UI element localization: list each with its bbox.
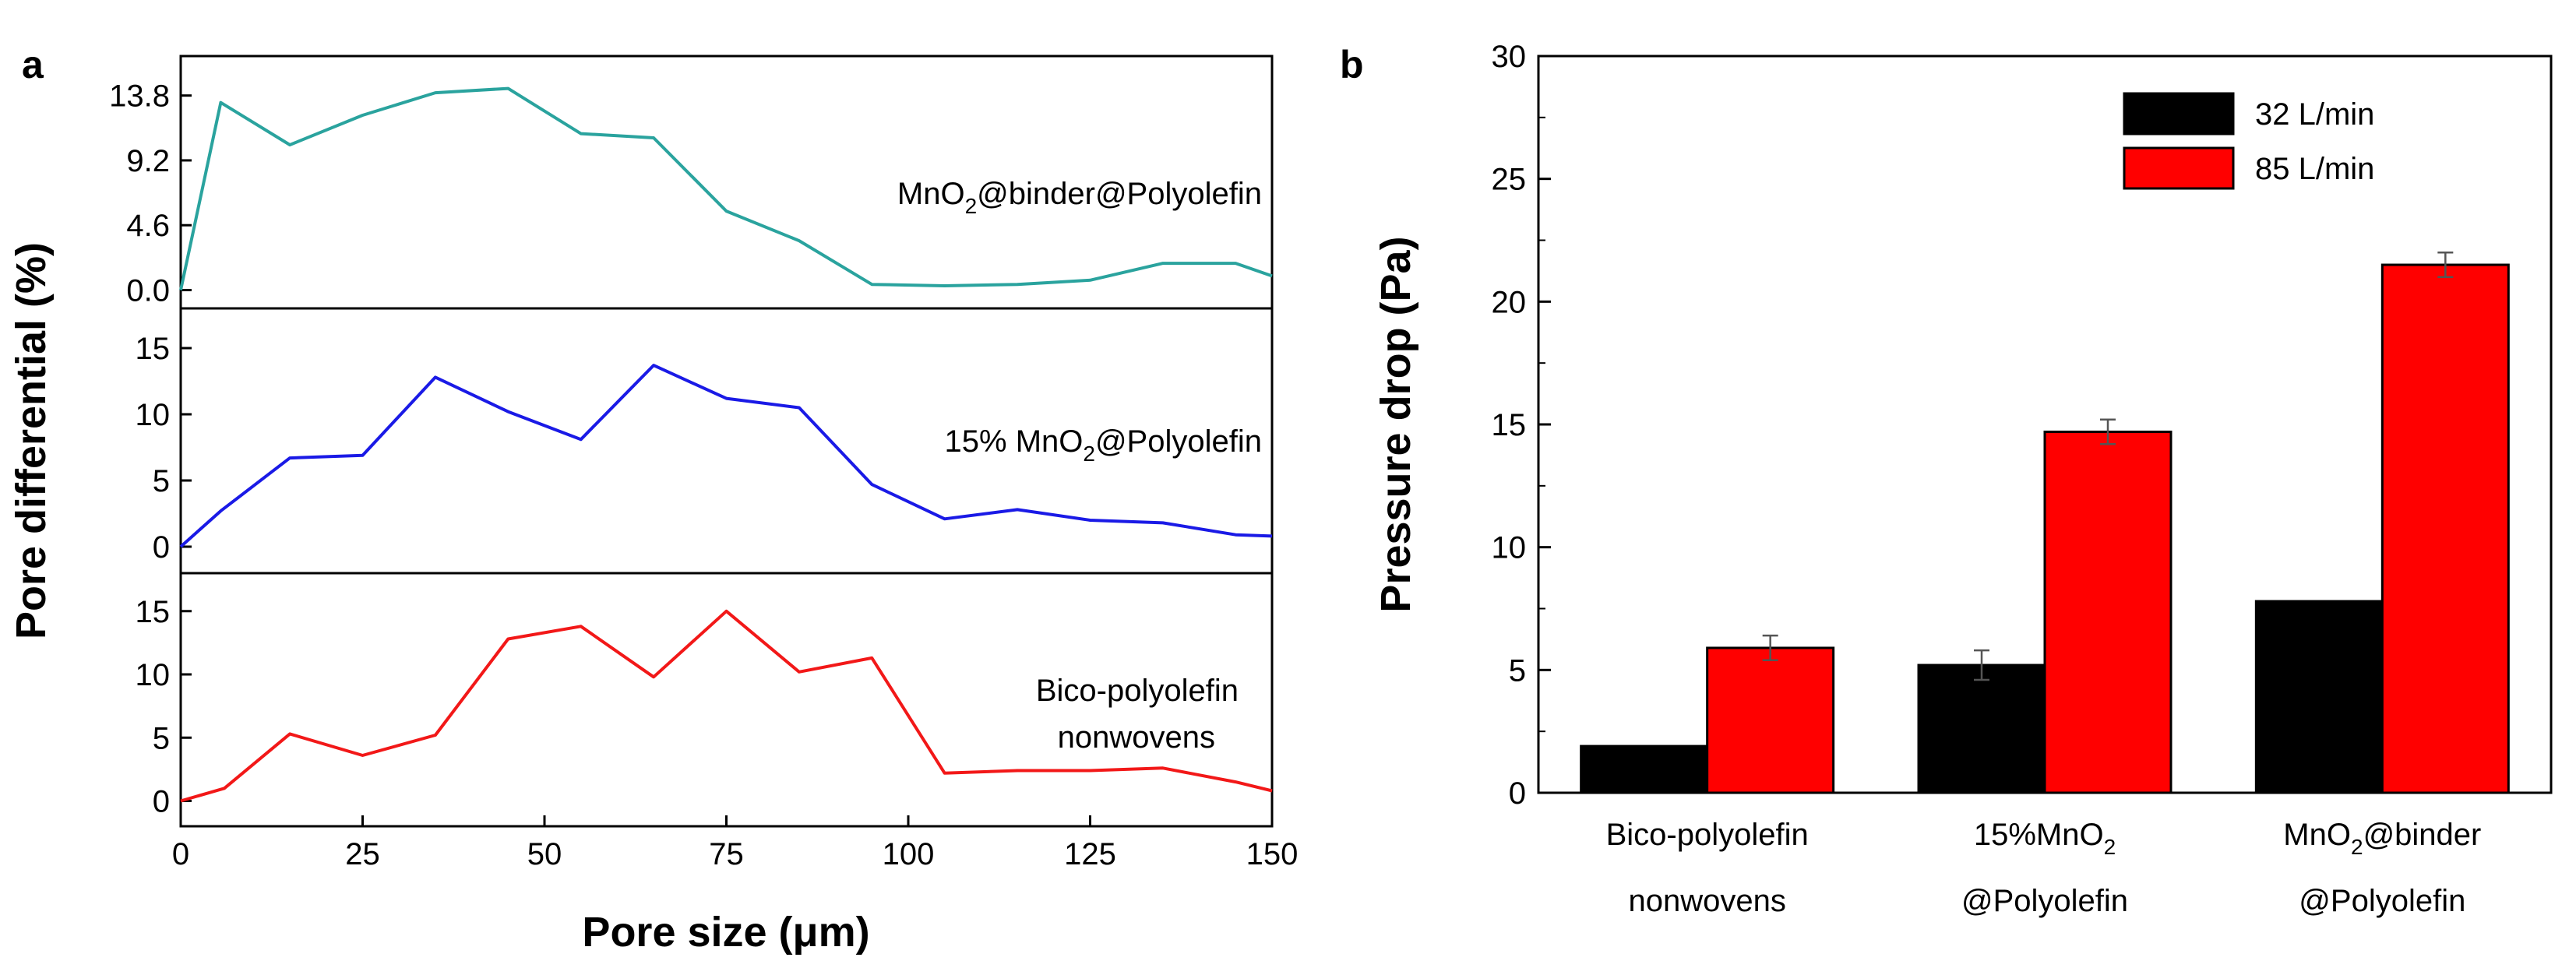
y-tick-label: 0 [153,530,170,565]
y-tick-label: 4.6 [126,209,170,243]
y-tick-label: 0 [153,785,170,819]
bar [2043,430,2173,794]
series-line [179,364,1273,548]
y-tick-label: 5 [153,464,170,498]
bar [2380,263,2510,794]
series-line [180,609,1273,803]
x-tick-label: 25 [345,837,380,871]
legend-swatch [2123,92,2235,136]
y-tick-label: 9.2 [126,144,170,178]
category-label: Bico-polyolefin [1606,818,1809,852]
y-tick-label: 25 [1492,163,1527,197]
panel-a-line-charts: 0.0 4.6 9.2 13.8 MnO2@binder@Polyolefin 0 5 10 1… [8,55,1299,956]
category-label-line2: @Polyolefin [1961,884,2128,918]
x-tick-label: 0 [172,837,189,871]
panel-a-x-axis-title: Pore size (μm) [582,909,869,956]
x-tick-label: 75 [709,837,744,871]
panel-letter-a: a [22,43,44,86]
series-label: MnO2@binder@Polyolefin [897,177,1262,218]
bar [1917,663,2046,794]
series-label: Bico-polyolefin [1036,674,1239,708]
panel-b-y-axis-title: Pressure drop (Pa) [1373,236,1419,612]
y-tick-label: 15 [136,332,171,366]
x-tick-label: 150 [1246,837,1299,871]
category-label: MnO2@binder [2283,818,2481,859]
legend-label: 32 L/min [2255,97,2374,132]
bar [1580,744,1709,794]
y-tick-label: 15 [136,595,171,629]
x-tick-label: 50 [527,837,562,871]
category-label-line2: nonwovens [1628,884,1785,918]
x-tick-label: 125 [1064,837,1116,871]
panel-b-bar-chart: 0 5 10 15 20 25 30 Bico-polyolefin nonwovens 15%M… [1373,40,2553,918]
y-tick-label: 0.0 [126,273,170,308]
panel-letter-b: b [1340,43,1364,86]
series-label: 15% MnO2@Polyolefin [945,424,1262,466]
y-tick-label: 10 [136,658,171,692]
legend: 32 L/min 85 L/min [2123,92,2374,190]
y-tick-label: 0 [1509,776,1526,811]
y-tick-label: 15 [1492,408,1527,442]
bar [2254,600,2384,794]
legend-swatch [2123,146,2235,190]
y-tick-label: 20 [1492,285,1527,319]
x-tick-label: 100 [883,837,935,871]
category-label: 15%MnO2 [1974,818,2116,859]
y-tick-label: 13.8 [109,79,170,114]
category-label-line2: @Polyolefin [2299,884,2465,918]
bar [1706,646,1835,794]
y-tick-label: 5 [153,721,170,755]
y-tick-label: 10 [1492,531,1527,565]
panel-a-y-axis-title: Pore differential (%) [8,242,55,639]
series-label-line2: nonwovens [1058,720,1215,755]
series-line [179,86,1273,290]
y-tick-label: 30 [1492,40,1527,74]
y-tick-label: 10 [136,398,171,432]
y-tick-label: 5 [1509,653,1526,688]
legend-label: 85 L/min [2255,152,2374,186]
